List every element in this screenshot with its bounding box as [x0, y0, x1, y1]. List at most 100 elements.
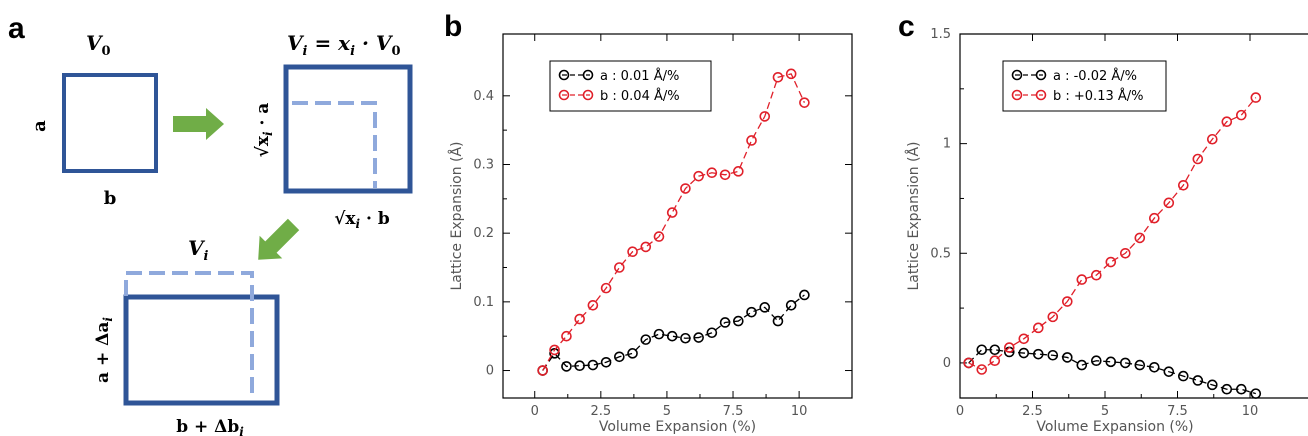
scaled-outline-dashed	[124, 271, 254, 398]
b-plus-delta-label: b + Δbi	[176, 417, 244, 436]
chart-b-series-0-line	[542, 294, 805, 371]
chart-b-xtick-label: 2.5	[590, 404, 611, 419]
chart-b-series-1-point	[693, 170, 704, 182]
chart-b-xtick-label: 7.5	[723, 404, 744, 419]
chart-b-series-1-point	[561, 330, 572, 342]
panel-letter-b: b	[444, 10, 462, 43]
chart-c-series-1-point	[1047, 311, 1059, 323]
chart-c-legend-marker	[1011, 89, 1023, 101]
relaxed-lattice-box	[123, 294, 280, 406]
chart-b-series-1-point	[733, 166, 744, 177]
chart-b-legend-marker	[558, 69, 570, 81]
chart-b: 0 2.5 5 7.5 10 0 0.1 0.2 0.3 0.4 Volume Expansion …	[448, 33, 853, 435]
chart-b-series-1-point	[549, 344, 560, 356]
chart-b-series-0-point	[627, 348, 638, 359]
chart-c-series-0-point	[1134, 359, 1146, 371]
chart-c-legend-marker	[1011, 69, 1023, 81]
chart-b-ytick-label: 0.4	[473, 89, 494, 104]
chart-b-series-0-point	[640, 334, 652, 345]
chart-b-series-0-point	[733, 315, 744, 327]
chart-c-ytick-label: 0	[943, 356, 951, 371]
chart-c-series-0-point	[1149, 362, 1160, 373]
scaled-lattice-box	[283, 64, 413, 194]
chart-b-xtick-label: 5	[663, 404, 671, 419]
panel-letter-a: a	[8, 12, 25, 45]
chart-b-legend-marker	[582, 69, 594, 81]
chart-c-xtick-label: 0	[956, 404, 964, 419]
chart-c-ylabel: Lattice Expansion (Å)	[905, 141, 922, 290]
chart-c-series-0-point	[989, 344, 1001, 356]
chart-b-series-1-point	[666, 207, 678, 218]
chart-c-series-1-point	[1163, 197, 1175, 209]
chart-b-ylabel: Lattice Expansion (Å)	[448, 141, 465, 290]
chart-b-legend-marker	[558, 89, 570, 101]
chart-b-series-1-point	[706, 167, 718, 179]
chart-c-ytick-label: 0.5	[930, 246, 951, 261]
chart-c-series-0-point	[1120, 357, 1131, 369]
chart-c-legend-marker	[1035, 69, 1047, 81]
original-lattice-box	[62, 73, 158, 173]
chart-c-xtick-label: 5	[1101, 404, 1109, 419]
chart-c-frame	[959, 33, 1308, 399]
chart-c-series-0-point	[1192, 375, 1204, 386]
chart-b-series-0-point	[653, 328, 665, 340]
chart-b-series-1-point	[600, 282, 612, 294]
diagonal-arrow-icon	[258, 218, 300, 260]
v0-label: V0	[86, 31, 111, 59]
vi-label: Vi	[188, 236, 209, 264]
chart-c-series-0-point	[1047, 349, 1059, 361]
label-a: a	[29, 120, 50, 132]
chart-b-series-0-point	[614, 351, 625, 363]
chart-c-legend-box	[1002, 60, 1167, 112]
chart-b-series-0-point	[587, 359, 599, 371]
chart-c-series-1-point	[1091, 269, 1102, 281]
right-arrow-icon	[173, 108, 224, 140]
chart-b-xtick-label: 0	[531, 404, 539, 419]
chart-c-series-1-point	[1076, 274, 1088, 285]
chart-b-xlabel: Volume Expansion (%)	[599, 419, 756, 435]
chart-b-ytick-label: 0.1	[473, 295, 494, 310]
chart-b-series-1-point	[746, 135, 757, 146]
chart-b-series-0-point	[759, 302, 771, 313]
chart-c-xtick-label: 2.5	[1022, 404, 1043, 419]
chart-b-series-1-point	[640, 241, 652, 253]
chart-c-series-0-point	[1250, 388, 1262, 399]
chart-c-legend-entry: b : +0.13 Å/%	[1053, 88, 1144, 104]
chart-b-series-0-point	[706, 327, 718, 339]
chart-b-series-0-point	[785, 299, 797, 311]
chart-b-frame	[502, 33, 853, 399]
chart-c-series-0-point	[1163, 366, 1175, 377]
chart-c: 0 2.5 5 7.5 10 0 0.5 1 1.5 Volume Expansion (%) La…	[905, 27, 1308, 435]
chart-b-series-0-point	[574, 360, 585, 372]
chart-b-legend-marker	[582, 89, 594, 101]
chart-b-series-1-point	[614, 262, 625, 273]
chart-b-legend-entry: b : 0.04 Å/%	[600, 88, 680, 104]
chart-b-ytick-label: 0	[486, 364, 494, 379]
sqrt-xi-a-label: √xi · a	[253, 103, 275, 158]
chart-b-series-0-point	[600, 356, 612, 368]
chart-c-series-0-point	[1221, 383, 1233, 395]
chart-c-series-0-point	[1207, 379, 1218, 391]
chart-c-xlabel: Volume Expansion (%)	[1036, 419, 1193, 435]
chart-c-series-0-point	[1018, 347, 1030, 359]
chart-c-series-1-point	[1207, 133, 1218, 145]
chart-b-series-0-point	[549, 348, 560, 359]
chart-c-series-1-point	[989, 355, 1001, 367]
chart-b-series-1-point	[627, 246, 638, 258]
chart-c-series-1-point	[1120, 247, 1131, 259]
chart-b-series-0-point	[719, 317, 731, 328]
chart-c-series-1-point	[1250, 92, 1262, 103]
panel-a: a V0 a b Vi = xi · V0 √xi · a √xi · b Vi…	[8, 12, 413, 436]
chart-c-series-1-point	[1105, 256, 1117, 268]
chart-c-series-0-point	[1105, 356, 1117, 368]
label-b: b	[104, 188, 117, 209]
chart-b-series-1-point	[574, 313, 585, 325]
chart-b-series-1-point	[587, 299, 599, 311]
chart-c-series-1-point	[1062, 296, 1073, 307]
chart-b-series-0-point	[799, 289, 810, 301]
chart-b-series-1-point	[653, 231, 665, 242]
chart-c-series-1-point	[1003, 342, 1015, 353]
chart-b-ytick-label: 0.2	[473, 226, 494, 241]
chart-c-series-1-point	[1192, 153, 1204, 165]
